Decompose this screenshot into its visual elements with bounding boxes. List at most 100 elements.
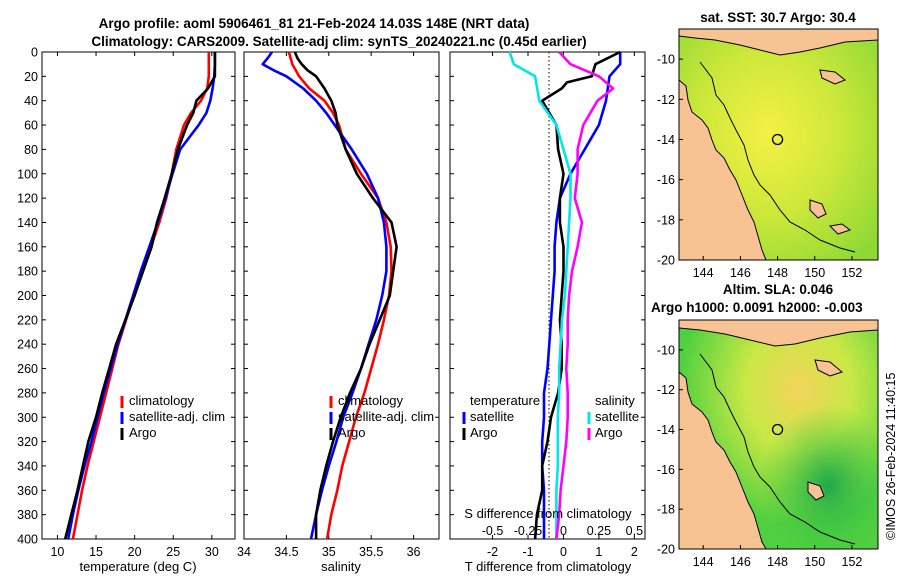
depth-tick-label: 260 <box>17 362 38 376</box>
x-tick-label: 34.5 <box>274 545 298 559</box>
s-tick-label: 0 <box>560 524 567 538</box>
lat-tick-label: -14 <box>657 423 675 437</box>
depth-tick-label: 140 <box>17 216 38 230</box>
x-tick-label: 0 <box>560 545 567 559</box>
sla-land-australia <box>679 371 767 549</box>
legend-label-t-satellite: satellite <box>470 409 514 424</box>
x-tick-label: -2 <box>487 545 498 559</box>
difference-axes-frame <box>449 51 646 540</box>
s-tick-label: -0.5 <box>482 524 504 538</box>
lat-tick-label: -10 <box>657 343 675 357</box>
x-tick-label: 1 <box>595 545 602 559</box>
lat-tick-label: -16 <box>657 173 675 187</box>
depth-tick-label: 20 <box>24 70 38 84</box>
sst-argo-marker <box>771 133 784 146</box>
temperature-legend: climatology satellite-adj. clim Argo <box>120 393 225 440</box>
profile-line-climatology <box>287 51 393 540</box>
sla-map-title: Altim. SLA: 0.046 <box>723 282 834 297</box>
sla-islands <box>807 359 844 501</box>
legend-label-satellite-adj: satellite-adj. clim <box>338 409 434 424</box>
depth-tick-label: 120 <box>17 192 38 206</box>
depth-tick-label: 340 <box>17 459 38 473</box>
depth-tick-label: 0 <box>31 46 38 60</box>
figure-title-line2: Climatology: CARS2009. Satellite-adj cli… <box>91 34 586 49</box>
lon-tick-label: 144 <box>693 555 714 569</box>
sst-map-ticks: 144 146 148 150 152 -10 -12 -14 -16 -18 -20 <box>657 53 863 280</box>
s-difference-ticks: -0.5 -0.25 0 0.25 0.5 <box>482 524 643 538</box>
lat-tick-label: -12 <box>657 93 675 107</box>
temperature-x-axis: 10 15 20 25 30 <box>50 52 219 559</box>
sla-map-subtitle: Argo h1000: 0.0091 h2000: -0.003 <box>651 300 863 315</box>
lat-tick-label: -16 <box>657 463 675 477</box>
s-difference-label: S difference from climatology <box>464 506 632 521</box>
depth-tick-label: 60 <box>24 119 38 133</box>
lat-tick-label: -10 <box>657 53 675 67</box>
sst-map-panel: sat. SST: 30.7 Argo: 30.4 <box>657 10 879 280</box>
s-tick-label: -0.25 <box>514 524 543 538</box>
temperature-panel: 0 20 40 60 80 100 120 140 160 180 200 220 240 260 280 3… <box>17 46 236 574</box>
salinity-panel: 34 34.5 35 35.5 36 salinity climatology sate… <box>237 51 440 574</box>
depth-tick-label: 220 <box>17 313 38 327</box>
x-tick-label: 20 <box>128 545 142 559</box>
x-tick-label: 34 <box>237 545 251 559</box>
imos-credit: ©IMOS 26-Feb-2024 11:40:15 <box>884 373 898 540</box>
difference-legend: temperature satellite Argo salinity sate… <box>462 393 639 440</box>
sla-map-panel: Altim. SLA: 0.046 Argo h1000: 0.0091 h20… <box>651 282 879 569</box>
lon-tick-label: 148 <box>767 266 788 280</box>
depth-axis: 0 20 40 60 80 100 120 140 160 180 200 220 240 260 280 3… <box>17 46 235 547</box>
lon-tick-label: 146 <box>730 555 751 569</box>
lat-tick-label: -20 <box>657 254 675 268</box>
profile-line-argo <box>293 51 398 539</box>
depth-tick-label: 80 <box>24 143 38 157</box>
profile-line-s-argo <box>555 51 615 540</box>
lat-tick-label: -18 <box>657 213 675 227</box>
depth-tick-label: 300 <box>17 411 38 425</box>
salinity-x-axis: 34 34.5 35 35.5 36 <box>237 52 421 559</box>
x-tick-label: 10 <box>50 545 64 559</box>
sst-reef-contour <box>699 61 856 253</box>
depth-tick-label: 360 <box>17 484 38 498</box>
profile-line-satellite-adj-clim <box>261 51 388 540</box>
depth-tick-label: 160 <box>17 240 38 254</box>
sst-map-title: sat. SST: 30.7 Argo: 30.4 <box>700 10 856 25</box>
depth-tick-label: 280 <box>17 386 38 400</box>
x-tick-label: 2 <box>631 545 638 559</box>
x-tick-label: 30 <box>205 545 219 559</box>
profile-line-t-satellite <box>540 52 622 539</box>
sst-islands <box>809 69 852 235</box>
lat-tick-label: -12 <box>657 383 675 397</box>
sst-land-png <box>679 29 878 56</box>
legend-label-argo: Argo <box>338 425 365 440</box>
difference-profiles <box>508 50 622 540</box>
temperature-profiles <box>63 52 217 540</box>
lat-tick-label: -18 <box>657 503 675 517</box>
depth-tick-label: 40 <box>24 94 38 108</box>
depth-tick-label: 240 <box>17 338 38 352</box>
x-tick-label: 15 <box>89 545 103 559</box>
lat-tick-label: -14 <box>657 133 675 147</box>
sla-argo-marker <box>771 423 784 436</box>
salinity-xlabel: salinity <box>321 559 361 574</box>
salinity-profiles <box>261 51 398 540</box>
lon-tick-label: 150 <box>804 266 825 280</box>
profile-line-satellite-adj-clim <box>66 52 217 540</box>
x-tick-label: -1 <box>522 545 533 559</box>
legend-label-t-argo: Argo <box>470 425 497 440</box>
depth-tick-label: 200 <box>17 289 38 303</box>
lon-tick-label: 152 <box>842 555 863 569</box>
t-difference-xlabel: T difference from climatology <box>465 559 632 574</box>
lon-tick-label: 150 <box>804 555 825 569</box>
legend-label-argo: Argo <box>129 425 156 440</box>
s-tick-label: 0.25 <box>587 524 611 538</box>
temperature-xlabel: temperature (deg C) <box>79 559 196 574</box>
sla-land-png <box>679 320 878 347</box>
sla-map-frame <box>678 319 879 550</box>
profile-line-argo <box>63 52 217 540</box>
lat-tick-label: -20 <box>657 543 675 557</box>
depth-tick-label: 180 <box>17 265 38 279</box>
sst-land-australia <box>679 79 767 260</box>
x-tick-label: 36 <box>407 545 421 559</box>
depth-tick-label: 400 <box>17 533 38 547</box>
figure-title-line1: Argo profile: aoml 5906461_81 21-Feb-202… <box>99 16 530 31</box>
